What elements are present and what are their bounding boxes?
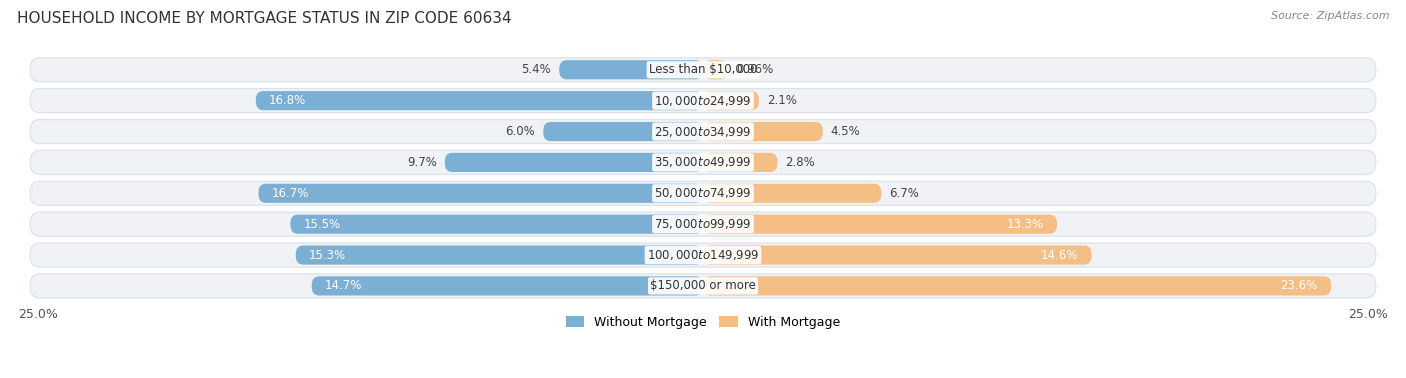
- Text: 0.96%: 0.96%: [737, 63, 773, 76]
- FancyBboxPatch shape: [703, 184, 882, 203]
- Text: 14.6%: 14.6%: [1040, 249, 1078, 262]
- FancyBboxPatch shape: [703, 153, 778, 172]
- Text: 23.6%: 23.6%: [1281, 279, 1317, 293]
- FancyBboxPatch shape: [31, 58, 1375, 81]
- FancyBboxPatch shape: [30, 181, 1376, 206]
- FancyBboxPatch shape: [703, 276, 1331, 296]
- Text: 15.3%: 15.3%: [309, 249, 346, 262]
- FancyBboxPatch shape: [30, 150, 1376, 175]
- Text: 16.8%: 16.8%: [269, 94, 307, 107]
- FancyBboxPatch shape: [444, 153, 703, 172]
- Text: $25,000 to $34,999: $25,000 to $34,999: [654, 124, 752, 139]
- Text: $10,000 to $24,999: $10,000 to $24,999: [654, 94, 752, 108]
- Text: 14.7%: 14.7%: [325, 279, 363, 293]
- Text: 2.1%: 2.1%: [766, 94, 797, 107]
- Text: $35,000 to $49,999: $35,000 to $49,999: [654, 155, 752, 169]
- Text: $150,000 or more: $150,000 or more: [650, 279, 756, 293]
- FancyBboxPatch shape: [31, 151, 1375, 174]
- Text: $75,000 to $99,999: $75,000 to $99,999: [654, 217, 752, 231]
- FancyBboxPatch shape: [703, 91, 759, 110]
- FancyBboxPatch shape: [30, 273, 1376, 299]
- FancyBboxPatch shape: [31, 120, 1375, 143]
- Text: HOUSEHOLD INCOME BY MORTGAGE STATUS IN ZIP CODE 60634: HOUSEHOLD INCOME BY MORTGAGE STATUS IN Z…: [17, 11, 512, 26]
- FancyBboxPatch shape: [30, 212, 1376, 237]
- Text: Less than $10,000: Less than $10,000: [648, 63, 758, 76]
- FancyBboxPatch shape: [30, 242, 1376, 268]
- FancyBboxPatch shape: [703, 215, 1057, 234]
- Text: Source: ZipAtlas.com: Source: ZipAtlas.com: [1271, 11, 1389, 21]
- FancyBboxPatch shape: [295, 245, 703, 265]
- FancyBboxPatch shape: [30, 57, 1376, 82]
- FancyBboxPatch shape: [312, 276, 703, 296]
- FancyBboxPatch shape: [543, 122, 703, 141]
- Text: $100,000 to $149,999: $100,000 to $149,999: [647, 248, 759, 262]
- FancyBboxPatch shape: [703, 122, 823, 141]
- Text: 2.8%: 2.8%: [786, 156, 815, 169]
- Text: 15.5%: 15.5%: [304, 218, 340, 231]
- Text: 6.0%: 6.0%: [506, 125, 536, 138]
- FancyBboxPatch shape: [259, 184, 703, 203]
- Text: 9.7%: 9.7%: [406, 156, 437, 169]
- FancyBboxPatch shape: [703, 60, 728, 79]
- FancyBboxPatch shape: [560, 60, 703, 79]
- FancyBboxPatch shape: [30, 119, 1376, 144]
- Legend: Without Mortgage, With Mortgage: Without Mortgage, With Mortgage: [561, 311, 845, 334]
- FancyBboxPatch shape: [31, 213, 1375, 235]
- Text: 13.3%: 13.3%: [1007, 218, 1043, 231]
- Text: $50,000 to $74,999: $50,000 to $74,999: [654, 186, 752, 200]
- FancyBboxPatch shape: [256, 91, 703, 110]
- FancyBboxPatch shape: [31, 244, 1375, 266]
- Text: 4.5%: 4.5%: [831, 125, 860, 138]
- Text: 5.4%: 5.4%: [522, 63, 551, 76]
- FancyBboxPatch shape: [31, 274, 1375, 297]
- FancyBboxPatch shape: [31, 89, 1375, 112]
- FancyBboxPatch shape: [30, 88, 1376, 113]
- FancyBboxPatch shape: [291, 215, 703, 234]
- Text: 16.7%: 16.7%: [271, 187, 309, 200]
- Text: 6.7%: 6.7%: [890, 187, 920, 200]
- FancyBboxPatch shape: [703, 245, 1091, 265]
- FancyBboxPatch shape: [31, 182, 1375, 205]
